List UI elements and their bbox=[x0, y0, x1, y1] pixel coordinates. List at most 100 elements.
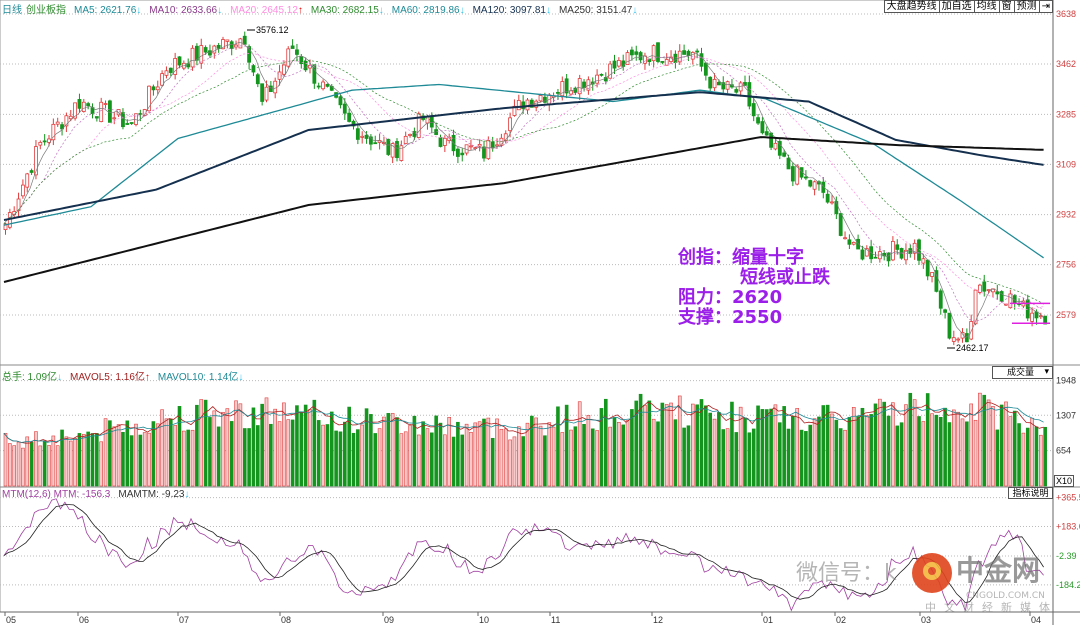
candle-body bbox=[986, 289, 991, 292]
volume-bar bbox=[77, 433, 82, 487]
candle-body bbox=[155, 86, 160, 91]
volume-bar bbox=[669, 402, 673, 487]
month-label: 08 bbox=[281, 615, 291, 625]
volume-bar bbox=[390, 413, 395, 487]
volume-bar bbox=[38, 445, 43, 487]
candle-body bbox=[212, 45, 217, 54]
volume-bar bbox=[586, 414, 591, 487]
candle-body bbox=[608, 63, 613, 79]
volume-bar bbox=[273, 408, 278, 487]
volume-bar bbox=[721, 429, 726, 487]
candle-body bbox=[860, 249, 865, 260]
high-label: 3576.12 bbox=[256, 25, 289, 35]
ma10-value: MA10: 2633.66↓ bbox=[149, 5, 223, 16]
volume-bar bbox=[791, 415, 795, 487]
volume-bar bbox=[308, 409, 312, 487]
volume-bar bbox=[647, 400, 652, 487]
collapse-button[interactable]: ⇥ bbox=[1038, 0, 1053, 13]
volume-bar bbox=[403, 431, 408, 487]
candle-body bbox=[295, 49, 299, 55]
candle-body bbox=[782, 152, 787, 157]
volume-bar bbox=[677, 395, 682, 487]
window-button[interactable]: 窗 bbox=[998, 0, 1015, 13]
price-tick-label: 3285 bbox=[1056, 109, 1076, 119]
candle-body bbox=[264, 86, 269, 101]
volume-bar bbox=[382, 416, 386, 487]
candle-body bbox=[208, 50, 212, 56]
volume-bar bbox=[843, 429, 847, 487]
volume-bar bbox=[638, 393, 643, 487]
volume-bar bbox=[712, 418, 717, 487]
candle-body bbox=[664, 59, 669, 66]
candle-body bbox=[677, 50, 682, 63]
candle-body bbox=[834, 201, 839, 215]
volume-bar bbox=[743, 417, 747, 487]
volume-bar bbox=[812, 418, 817, 487]
volume-bar bbox=[290, 419, 295, 487]
volume-bar bbox=[295, 405, 299, 487]
ma60-value: MA60: 2819.86↓ bbox=[391, 5, 465, 16]
toolbar: 大盘趋势线 加自选 均线 窗 预测 ⇥ bbox=[883, 0, 1053, 13]
volume-bar bbox=[203, 399, 208, 487]
forecast-button[interactable]: 预测 bbox=[1013, 0, 1040, 13]
indicator-explain-button[interactable]: 指标说明 bbox=[1008, 487, 1053, 499]
candle-body bbox=[360, 135, 365, 138]
volume-bar bbox=[286, 419, 291, 487]
volume-bar bbox=[342, 421, 347, 487]
candle-body bbox=[808, 180, 813, 187]
volume-bar bbox=[369, 414, 373, 487]
volume-bar bbox=[973, 419, 978, 487]
volume-bar bbox=[108, 420, 112, 487]
candle-body bbox=[851, 242, 856, 245]
candle-body bbox=[338, 96, 343, 106]
candle-body bbox=[595, 74, 599, 84]
candle-body bbox=[521, 101, 526, 109]
candle-body bbox=[20, 184, 25, 197]
volume-bar bbox=[51, 435, 56, 487]
volume-bar bbox=[986, 399, 991, 487]
candle-body bbox=[460, 152, 465, 156]
indicator-select[interactable]: 成交量 ▾ bbox=[992, 366, 1053, 379]
volume-bar bbox=[482, 418, 486, 487]
volume-bar bbox=[316, 420, 321, 487]
ma-button[interactable]: 均线 bbox=[973, 0, 1000, 13]
candle-body bbox=[769, 132, 773, 148]
annotation-resistance: 阻力：2620 bbox=[678, 287, 783, 308]
volume-bar bbox=[399, 433, 404, 487]
volume-bar bbox=[377, 428, 382, 487]
volume-bar bbox=[247, 428, 251, 487]
mavol10-line bbox=[3, 405, 1044, 443]
price-tick-label: 2756 bbox=[1056, 260, 1076, 270]
volume-bar bbox=[190, 429, 195, 487]
volume-bar bbox=[477, 421, 482, 487]
mtm-tick-label: +365.5 bbox=[1056, 493, 1080, 503]
volume-bar bbox=[782, 406, 786, 487]
volume-bar bbox=[717, 412, 721, 487]
volume-bar bbox=[582, 423, 586, 487]
volume-bar bbox=[12, 445, 16, 487]
volume-bar bbox=[543, 435, 547, 487]
ma120-line bbox=[3, 91, 1044, 221]
volume-bar bbox=[460, 434, 465, 487]
volume-bar bbox=[951, 409, 956, 487]
add-watchlist-button[interactable]: 加自选 bbox=[938, 0, 975, 13]
volume-bar bbox=[425, 428, 430, 487]
candle-body bbox=[134, 113, 138, 125]
candle-body bbox=[242, 35, 247, 45]
candle-body bbox=[234, 44, 238, 48]
candle-body bbox=[843, 237, 847, 240]
volume-bar bbox=[1004, 401, 1008, 487]
mavol5-line bbox=[3, 401, 1044, 444]
volume-bar bbox=[882, 401, 887, 487]
volume-bar bbox=[864, 415, 869, 487]
candle-body bbox=[47, 138, 51, 143]
volume-bar bbox=[834, 419, 839, 487]
candle-body bbox=[268, 85, 273, 93]
price-legend: 日线 创业板指 MA5: 2621.76↓ MA10: 2633.66↓ MA20: 2… bbox=[2, 1, 645, 16]
volume-bar bbox=[1043, 426, 1047, 487]
trend-line-button[interactable]: 大盘趋势线 bbox=[883, 0, 940, 13]
candle-body bbox=[695, 50, 700, 53]
candle-body bbox=[760, 121, 765, 134]
volume-bar bbox=[756, 405, 760, 487]
